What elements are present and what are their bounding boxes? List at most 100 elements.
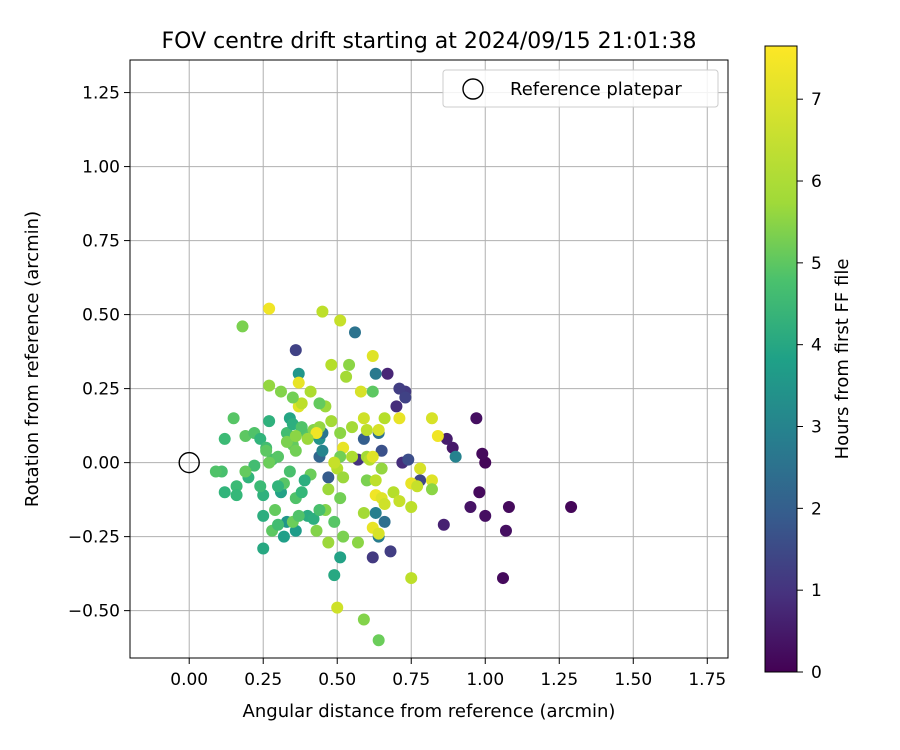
data-point bbox=[334, 492, 347, 505]
data-point bbox=[322, 471, 335, 484]
data-point bbox=[390, 400, 403, 413]
data-point bbox=[366, 385, 379, 398]
data-point bbox=[260, 444, 273, 457]
data-point bbox=[310, 524, 323, 537]
colorbar: 0 1 2 3 4 5 6 7 Hours from first FF file bbox=[764, 45, 853, 683]
data-point bbox=[369, 474, 382, 487]
data-point bbox=[346, 450, 359, 463]
colorbar-label: Hours from first FF file bbox=[832, 259, 853, 460]
data-point bbox=[289, 429, 302, 442]
y-tick-label: 0.00 bbox=[82, 454, 120, 474]
data-point bbox=[295, 397, 308, 410]
colorbar-tick-label: 5 bbox=[811, 254, 822, 274]
data-point bbox=[277, 530, 290, 543]
data-point bbox=[354, 385, 367, 398]
data-point bbox=[387, 486, 400, 499]
data-point bbox=[328, 569, 341, 582]
x-tick-label: 0.50 bbox=[318, 670, 356, 690]
data-point bbox=[384, 545, 397, 558]
y-tick-label: 0.50 bbox=[82, 306, 120, 326]
data-point bbox=[263, 302, 276, 315]
data-point bbox=[372, 527, 385, 540]
data-point bbox=[263, 415, 276, 428]
data-point bbox=[340, 370, 353, 383]
data-point bbox=[437, 518, 450, 531]
x-tick-label: 0.75 bbox=[392, 670, 430, 690]
x-tick-label: 1.25 bbox=[540, 670, 578, 690]
data-point bbox=[369, 506, 382, 519]
data-point bbox=[565, 501, 578, 514]
data-point bbox=[304, 385, 317, 398]
data-point bbox=[322, 536, 335, 549]
y-axis-ticks: −0.50 −0.25 0.00 0.25 0.50 0.75 1.00 1.25 bbox=[68, 84, 130, 622]
x-tick-label: 0.25 bbox=[244, 670, 282, 690]
data-point bbox=[263, 379, 276, 392]
data-point bbox=[272, 518, 285, 531]
data-point bbox=[313, 397, 326, 410]
data-point bbox=[328, 456, 341, 469]
data-point bbox=[316, 444, 329, 457]
data-point bbox=[479, 509, 492, 522]
data-point bbox=[227, 412, 240, 425]
legend-circle-icon bbox=[462, 78, 484, 100]
data-point bbox=[499, 524, 512, 537]
data-point bbox=[257, 542, 270, 555]
data-point bbox=[366, 551, 379, 564]
data-point bbox=[322, 483, 335, 496]
y-tick-label: 1.25 bbox=[82, 84, 120, 104]
data-point bbox=[209, 465, 222, 478]
data-point bbox=[334, 314, 347, 327]
data-point bbox=[295, 486, 308, 499]
data-point bbox=[425, 474, 438, 487]
x-tick-label: 1.50 bbox=[614, 670, 652, 690]
data-point bbox=[366, 350, 379, 363]
chart-title: FOV centre drift starting at 2024/09/15 … bbox=[162, 29, 697, 54]
data-point bbox=[402, 453, 415, 466]
data-points bbox=[209, 302, 578, 647]
data-point bbox=[218, 486, 231, 499]
data-point bbox=[286, 391, 299, 404]
data-point bbox=[257, 509, 270, 522]
data-point bbox=[334, 551, 347, 564]
data-point bbox=[470, 412, 483, 425]
legend-box bbox=[442, 69, 719, 108]
data-point bbox=[289, 344, 302, 357]
data-point bbox=[230, 480, 243, 493]
y-tick-label: 1.00 bbox=[82, 158, 120, 178]
data-point bbox=[378, 412, 391, 425]
colorbar-tick-label: 2 bbox=[811, 499, 822, 519]
data-point bbox=[307, 512, 320, 525]
data-point bbox=[393, 412, 406, 425]
data-point bbox=[425, 483, 438, 496]
data-point bbox=[381, 367, 394, 380]
data-point bbox=[254, 432, 267, 445]
data-point bbox=[372, 424, 385, 437]
data-point bbox=[230, 489, 243, 502]
grid-lines bbox=[130, 60, 728, 658]
data-point bbox=[399, 391, 412, 404]
data-point bbox=[372, 634, 385, 647]
colorbar-tick-label: 7 bbox=[811, 90, 822, 110]
data-point bbox=[473, 486, 486, 499]
reference-platepar-marker bbox=[178, 451, 200, 474]
data-point bbox=[449, 450, 462, 463]
legend-entry-reference: Reference platepar bbox=[510, 79, 682, 100]
y-tick-label: 0.75 bbox=[82, 232, 120, 252]
data-point bbox=[298, 474, 311, 487]
data-point bbox=[334, 427, 347, 440]
data-point bbox=[378, 515, 391, 528]
data-point bbox=[414, 462, 427, 475]
data-point bbox=[405, 572, 418, 585]
data-point bbox=[310, 427, 323, 440]
data-point bbox=[272, 480, 285, 493]
plot-area-frame bbox=[129, 59, 729, 659]
x-axis-ticks: 0.00 0.25 0.50 0.75 1.00 1.25 1.50 1.75 bbox=[170, 658, 726, 690]
data-point bbox=[411, 480, 424, 493]
colorbar-tick-label: 3 bbox=[811, 418, 822, 438]
x-tick-label: 1.75 bbox=[688, 670, 726, 690]
data-point bbox=[393, 495, 406, 508]
y-tick-label: −0.25 bbox=[68, 528, 120, 548]
data-point bbox=[274, 385, 287, 398]
data-point bbox=[292, 367, 305, 380]
data-point bbox=[316, 305, 329, 318]
